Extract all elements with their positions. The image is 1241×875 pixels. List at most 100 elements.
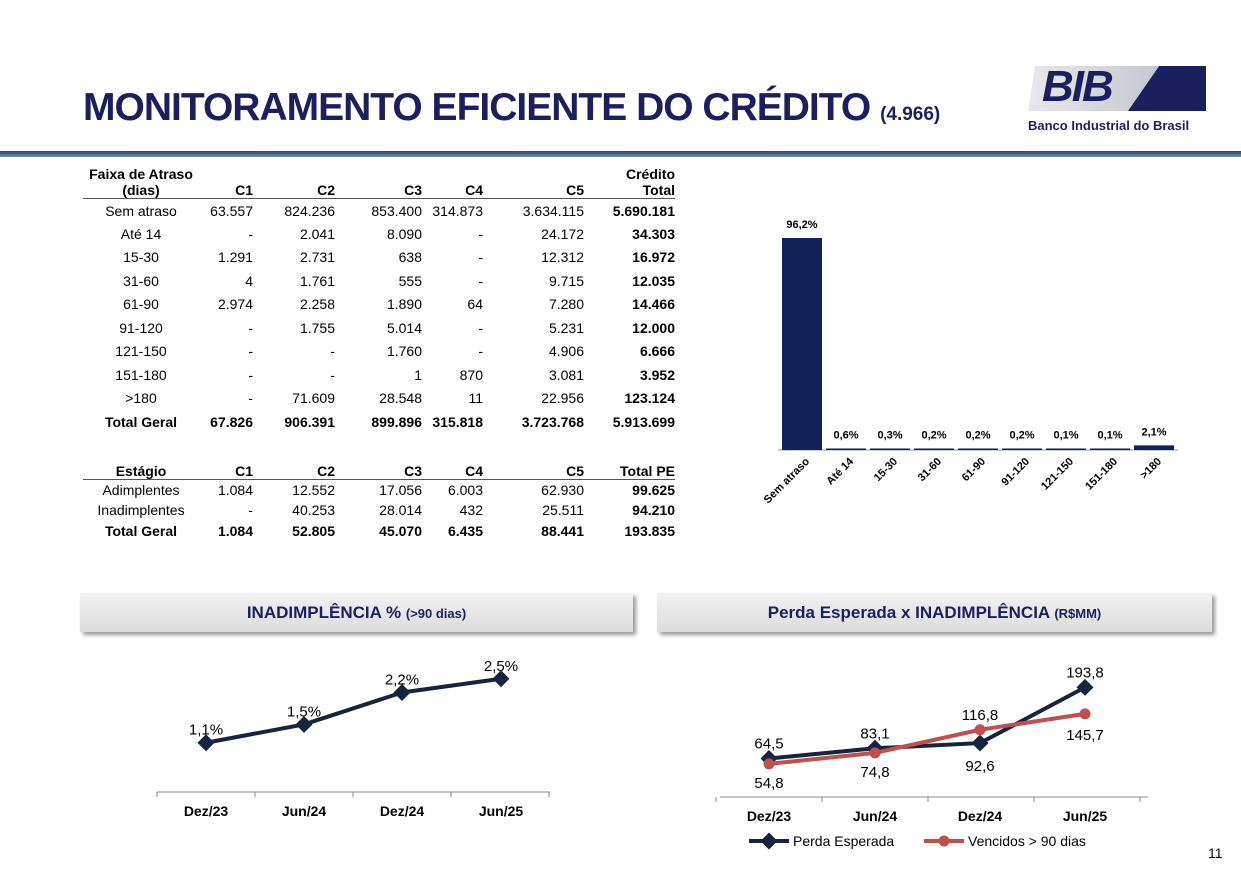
table-cell: - xyxy=(248,390,253,407)
table-row: 15-30 1.291 2.731 638 - 12.312 16.972 xyxy=(83,246,675,270)
table-cell: 28.548 xyxy=(379,390,422,407)
data-label: 2,5% xyxy=(484,658,518,675)
column-header: Estágio xyxy=(115,463,167,479)
credit-table: Faixa de Atraso (dias) C1 C2 C3 C4 C5 Crédito To… xyxy=(83,166,675,434)
table-cell: - xyxy=(248,319,253,336)
data-label: 193,8 xyxy=(1066,664,1104,681)
data-point xyxy=(393,683,411,701)
table-cell: 12.035 xyxy=(632,272,675,289)
table-cell: 3.634.115 xyxy=(522,202,584,219)
table-cell: - xyxy=(248,366,253,383)
table-cell: Total Geral xyxy=(104,522,178,539)
table-row: >180 - 71.609 28.548 11 22.956 123.124 xyxy=(83,387,675,411)
data-label: 83,1 xyxy=(860,725,889,742)
table-cell: 1.755 xyxy=(299,319,335,336)
table-row: Até 14 - 2.041 8.090 - 24.172 34.303 xyxy=(83,222,675,246)
table-cell: 17.056 xyxy=(379,482,422,498)
table-cell: 28.014 xyxy=(379,502,422,519)
table-cell: 1.760 xyxy=(386,343,422,360)
table-cell: 2.974 xyxy=(217,296,253,313)
bar-label: 96,2% xyxy=(786,219,817,231)
logo-subtitle: Banco Industrial do Brasil xyxy=(1028,118,1190,133)
legend-marker xyxy=(938,835,950,847)
page-number: 11 xyxy=(1208,845,1223,861)
bar-category-label: 151-180 xyxy=(1083,456,1120,493)
column-header: C5 xyxy=(566,463,584,479)
table-row: 121-150 - - 1.760 - 4.906 6.666 xyxy=(83,340,675,364)
data-label: 54,8 xyxy=(754,775,783,792)
bar-label: 0,2% xyxy=(921,430,946,442)
table-cell: 1.890 xyxy=(386,296,422,313)
table-cell: 61-90 xyxy=(123,296,159,313)
table-cell: 94.210 xyxy=(632,502,675,519)
table-cell: 1.761 xyxy=(299,272,335,289)
legend-label: Vencidos > 90 dias xyxy=(968,833,1086,849)
bar xyxy=(1046,448,1086,450)
column-header: C5 xyxy=(566,182,584,198)
column-header: Total PE xyxy=(620,463,675,479)
table-cell: 3.723.768 xyxy=(521,413,584,430)
column-header: Crédito Total xyxy=(626,166,675,198)
table-cell: 870 xyxy=(459,366,483,383)
x-tick-label: Jun/25 xyxy=(1063,808,1108,824)
series-line xyxy=(768,711,1086,766)
table-cell: 12.312 xyxy=(541,249,584,266)
table-row: 91-120 - 1.755 5.014 - 5.231 12.000 xyxy=(83,316,675,340)
x-tick-label: Dez/24 xyxy=(958,808,1003,824)
expected-loss-table: Estágio C1 C2 C3 C4 C5 Total PE Adimplentes 1.08… xyxy=(83,463,675,541)
bar-category-label: 91-120 xyxy=(999,456,1032,489)
table-row: Total Geral 67.826 906.391 899.896 315.818 3.… xyxy=(83,410,675,434)
table-row: 151-180 - - 1 870 3.081 3.952 xyxy=(83,363,675,387)
bar xyxy=(1134,445,1174,450)
bar-label: 0,2% xyxy=(1009,430,1034,442)
panel-header-perda: Perda Esperada x INADIMPLÊNCIA (R$MM) xyxy=(657,593,1212,632)
data-point xyxy=(295,715,313,733)
legend-label: Perda Esperada xyxy=(793,833,894,849)
data-point xyxy=(492,670,510,688)
data-label: 145,7 xyxy=(1066,727,1104,744)
table-cell: 123.124 xyxy=(624,390,675,407)
table-cell: 99.625 xyxy=(632,482,675,498)
table-cell: 3.081 xyxy=(548,366,584,383)
bar-category-label: 121-150 xyxy=(1039,456,1076,493)
column-header: C4 xyxy=(465,463,483,479)
table-cell: 1 xyxy=(414,366,422,383)
table-cell: 24.172 xyxy=(541,225,584,242)
column-header: C1 xyxy=(235,463,253,479)
bar xyxy=(958,448,998,450)
bar-label: 0,6% xyxy=(833,430,858,442)
column-header: C3 xyxy=(404,182,422,198)
table-cell: 899.896 xyxy=(371,413,422,430)
table-cell: 52.805 xyxy=(292,522,335,539)
page-title: MONITORAMENTO EFICIENTE DO CRÉDITO (4.96… xyxy=(83,86,940,130)
table-cell: 31-60 xyxy=(123,272,159,289)
table-row: 61-90 2.974 2.258 1.890 64 7.280 14.466 xyxy=(83,293,675,317)
table-cell: 22.956 xyxy=(541,390,584,407)
table-cell: - xyxy=(248,502,253,519)
table-cell: 2.041 xyxy=(299,225,335,242)
bar xyxy=(914,448,954,450)
panel-header-inadimplencia: INADIMPLÊNCIA % (>90 dias) xyxy=(80,593,633,632)
table-cell: 638 xyxy=(398,249,422,266)
data-label: 2,2% xyxy=(385,671,419,688)
table-cell: 12.552 xyxy=(292,482,335,498)
table-cell: 4.906 xyxy=(548,343,584,360)
table-cell: - xyxy=(478,343,483,360)
x-tick-label: Jun/24 xyxy=(282,803,327,819)
series-line xyxy=(768,685,1086,761)
bib-logo: BIB Banco Industrial do Brasil xyxy=(1028,62,1208,136)
panel-note: (>90 dias) xyxy=(405,606,467,621)
bar xyxy=(1090,448,1130,450)
table-cell: Adimplentes xyxy=(102,482,180,498)
table-cell: 1.084 xyxy=(217,482,253,498)
data-point xyxy=(1079,708,1091,720)
column-header: C1 xyxy=(235,182,253,198)
table-cell: 906.391 xyxy=(284,413,335,430)
bar-category-label: >180 xyxy=(1138,456,1164,482)
table-cell: 71.609 xyxy=(292,390,335,407)
table-cell: 64 xyxy=(467,296,483,313)
table-cell: 3.952 xyxy=(639,366,675,383)
table-cell: 853.400 xyxy=(371,202,422,219)
table-cell: - xyxy=(478,225,483,242)
